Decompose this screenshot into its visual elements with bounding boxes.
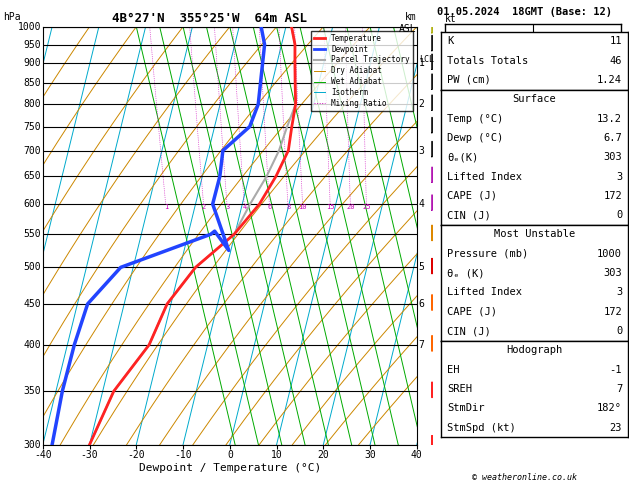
Text: 450: 450 bbox=[23, 299, 41, 309]
Text: 4: 4 bbox=[242, 204, 247, 210]
Text: 750: 750 bbox=[23, 122, 41, 132]
Text: 650: 650 bbox=[23, 171, 41, 181]
Text: EH: EH bbox=[447, 365, 459, 375]
Text: CAPE (J): CAPE (J) bbox=[447, 191, 497, 201]
Text: Temp (°C): Temp (°C) bbox=[447, 114, 503, 123]
Text: 6: 6 bbox=[419, 299, 425, 309]
Text: 172: 172 bbox=[603, 191, 622, 201]
Text: 3: 3 bbox=[616, 172, 622, 182]
Text: 11: 11 bbox=[610, 36, 622, 46]
Text: CIN (J): CIN (J) bbox=[447, 210, 491, 220]
Text: 46: 46 bbox=[610, 55, 622, 66]
Text: 6.7: 6.7 bbox=[603, 133, 622, 143]
Text: 13.2: 13.2 bbox=[597, 114, 622, 123]
Text: 0: 0 bbox=[616, 326, 622, 336]
Text: 172: 172 bbox=[603, 307, 622, 317]
Text: 500: 500 bbox=[23, 262, 41, 272]
Text: SREH: SREH bbox=[447, 384, 472, 394]
Text: 20: 20 bbox=[591, 97, 600, 103]
Text: Totals Totals: Totals Totals bbox=[447, 55, 528, 66]
Text: Most Unstable: Most Unstable bbox=[494, 229, 575, 240]
Text: 25: 25 bbox=[362, 204, 371, 210]
Text: 5: 5 bbox=[419, 262, 425, 272]
Text: 4: 4 bbox=[419, 199, 425, 209]
Text: 300: 300 bbox=[23, 440, 41, 450]
Text: 400: 400 bbox=[23, 340, 41, 350]
Text: -1: -1 bbox=[610, 365, 622, 375]
Legend: Temperature, Dewpoint, Parcel Trajectory, Dry Adiabat, Wet Adiabat, Isotherm, Mi: Temperature, Dewpoint, Parcel Trajectory… bbox=[311, 31, 413, 111]
Text: 950: 950 bbox=[23, 39, 41, 50]
Text: kt: kt bbox=[445, 14, 457, 24]
Text: 10: 10 bbox=[299, 204, 307, 210]
Text: 3: 3 bbox=[225, 204, 230, 210]
Text: hPa: hPa bbox=[3, 12, 21, 22]
Text: 2: 2 bbox=[202, 204, 206, 210]
Text: 01.05.2024  18GMT (Base: 12): 01.05.2024 18GMT (Base: 12) bbox=[437, 7, 612, 17]
Text: 2: 2 bbox=[419, 99, 425, 109]
Text: © weatheronline.co.uk: © weatheronline.co.uk bbox=[472, 473, 577, 482]
X-axis label: Dewpoint / Temperature (°C): Dewpoint / Temperature (°C) bbox=[138, 463, 321, 473]
Text: 20: 20 bbox=[347, 204, 355, 210]
Text: 800: 800 bbox=[23, 99, 41, 109]
Text: StmDir: StmDir bbox=[447, 403, 484, 414]
Text: 1: 1 bbox=[419, 58, 425, 69]
Text: 10: 10 bbox=[560, 97, 569, 103]
Text: Surface: Surface bbox=[513, 94, 557, 104]
Text: 1000: 1000 bbox=[597, 249, 622, 259]
Text: km
ASL: km ASL bbox=[399, 12, 417, 34]
Text: 1.24: 1.24 bbox=[597, 75, 622, 85]
Text: 303: 303 bbox=[603, 152, 622, 162]
Text: 850: 850 bbox=[23, 78, 41, 88]
Text: CIN (J): CIN (J) bbox=[447, 326, 491, 336]
Text: LCL: LCL bbox=[419, 55, 434, 64]
Text: 4B°27'N  355°25'W  64m ASL: 4B°27'N 355°25'W 64m ASL bbox=[113, 12, 308, 25]
Text: Hodograph: Hodograph bbox=[506, 346, 563, 355]
Text: StmSpd (kt): StmSpd (kt) bbox=[447, 423, 516, 433]
Text: 550: 550 bbox=[23, 229, 41, 239]
Text: Lifted Index: Lifted Index bbox=[447, 287, 522, 297]
Text: 182°: 182° bbox=[597, 403, 622, 414]
Text: 350: 350 bbox=[23, 386, 41, 396]
Text: Mixing Ratio (g/kg): Mixing Ratio (g/kg) bbox=[446, 188, 455, 283]
Text: PW (cm): PW (cm) bbox=[447, 75, 491, 85]
Text: 303: 303 bbox=[603, 268, 622, 278]
Text: θₑ (K): θₑ (K) bbox=[447, 268, 484, 278]
Text: Pressure (mb): Pressure (mb) bbox=[447, 249, 528, 259]
Text: 700: 700 bbox=[23, 145, 41, 156]
Text: CAPE (J): CAPE (J) bbox=[447, 307, 497, 317]
Text: 6: 6 bbox=[267, 204, 272, 210]
Text: 23: 23 bbox=[610, 423, 622, 433]
Text: 0: 0 bbox=[616, 210, 622, 220]
Text: K: K bbox=[447, 36, 453, 46]
Text: 600: 600 bbox=[23, 199, 41, 209]
Text: Lifted Index: Lifted Index bbox=[447, 172, 522, 182]
Text: 900: 900 bbox=[23, 58, 41, 69]
Text: 8: 8 bbox=[286, 204, 291, 210]
Text: 3: 3 bbox=[419, 145, 425, 156]
Text: 1: 1 bbox=[164, 204, 169, 210]
Text: 15: 15 bbox=[326, 204, 335, 210]
Text: 7: 7 bbox=[616, 384, 622, 394]
Text: θₑ(K): θₑ(K) bbox=[447, 152, 478, 162]
Text: Dewp (°C): Dewp (°C) bbox=[447, 133, 503, 143]
Text: 3: 3 bbox=[616, 287, 622, 297]
Text: 1000: 1000 bbox=[18, 22, 41, 32]
Text: 7: 7 bbox=[419, 340, 425, 350]
